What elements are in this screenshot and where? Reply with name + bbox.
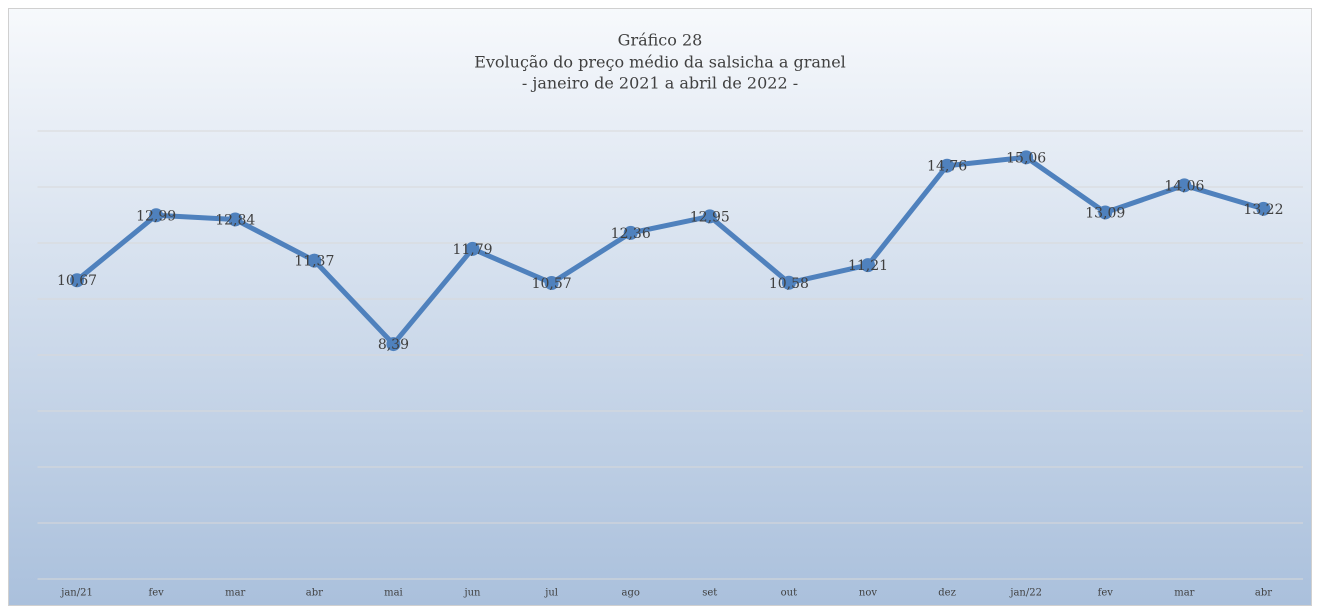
marker — [781, 275, 796, 290]
marker — [544, 276, 559, 291]
data-label: 14,06 — [1164, 178, 1204, 194]
data-label: 12,95 — [690, 209, 730, 225]
marker — [386, 337, 401, 352]
data-label: 11,79 — [452, 242, 492, 258]
x-tick-label: jan/22 — [1009, 588, 1042, 599]
data-label: 10,67 — [57, 273, 97, 289]
marker — [1256, 201, 1271, 216]
x-tick-label: set — [702, 588, 717, 599]
marker — [860, 258, 875, 273]
x-tick-label: jan/21 — [60, 588, 93, 599]
x-tick-label: fev — [149, 588, 165, 599]
x-tick-label: fev — [1098, 588, 1114, 599]
data-label: 12,99 — [136, 208, 176, 224]
data-label: 10,57 — [532, 276, 572, 292]
marker — [623, 225, 638, 240]
data-label: 11,37 — [294, 254, 334, 270]
chart-title: Gráfico 28 — [618, 31, 703, 50]
x-tick-label: jun — [464, 588, 482, 599]
marker — [1177, 178, 1192, 193]
marker — [307, 253, 322, 268]
x-tick-label: abr — [1255, 588, 1272, 599]
x-tick-label: dez — [938, 588, 956, 599]
x-tick-label: mar — [225, 588, 245, 599]
chart-area — [8, 8, 1312, 606]
data-label: 14,76 — [927, 159, 967, 175]
x-tick-label: mar — [1174, 588, 1194, 599]
marker — [1019, 150, 1034, 165]
chart-title: Evolução do preço médio da salsicha a gr… — [474, 53, 846, 72]
marker — [465, 241, 480, 256]
chart-title: - janeiro de 2021 a abril de 2022 - — [522, 74, 798, 93]
x-tick-label: ago — [622, 588, 640, 599]
data-label: 15,06 — [1006, 150, 1046, 166]
x-tick-label: mai — [384, 588, 403, 599]
data-label: 10,58 — [769, 276, 809, 292]
marker — [702, 209, 717, 224]
data-label: 12,84 — [215, 212, 255, 228]
data-label: 8,39 — [378, 337, 409, 353]
marker — [940, 158, 955, 173]
marker — [149, 208, 164, 223]
x-tick-label: abr — [306, 588, 323, 599]
x-tick-label: nov — [859, 588, 877, 599]
marker — [228, 212, 243, 227]
data-label: 11,21 — [848, 258, 888, 274]
data-label: 12,36 — [611, 226, 651, 242]
x-tick-label: out — [781, 588, 797, 599]
marker — [70, 273, 85, 288]
x-tick-label: jul — [544, 588, 558, 599]
data-label: 13,22 — [1243, 202, 1283, 218]
data-label: 13,09 — [1085, 205, 1125, 221]
marker — [1098, 205, 1113, 220]
data-line — [74, 154, 1266, 347]
